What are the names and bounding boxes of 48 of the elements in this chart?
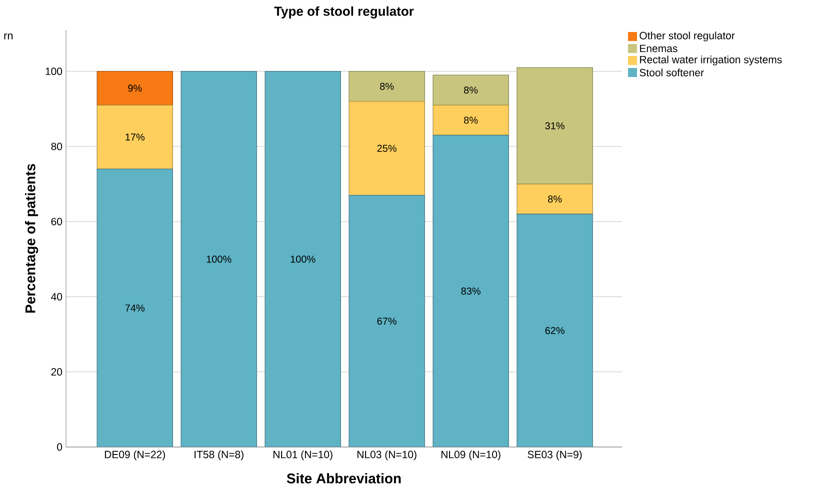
chart-title: Type of stool regulator: [274, 6, 414, 18]
bar: [96, 168, 173, 447]
x-tick-label: DE09 (N=22): [104, 450, 165, 460]
x-tick-label: SE03 (N=9): [528, 450, 582, 460]
legend-label: Stool softener: [640, 68, 704, 76]
y-axis-title: Percentage of patients: [25, 164, 38, 313]
y-tick-label: 20: [51, 368, 62, 376]
x-axis-title: Site Abbreviation: [286, 473, 401, 484]
bar: [432, 104, 509, 136]
legend-label: Enemas: [640, 44, 678, 52]
x-tick-label: NL09 (N=10): [441, 450, 500, 460]
legend-label: Rectal water irrigation systems: [640, 56, 782, 66]
data-label: 8%: [548, 196, 562, 203]
bar: [96, 104, 173, 170]
bar: [96, 71, 173, 106]
bar: [432, 134, 509, 447]
legend-label: Other stool regulator: [640, 32, 735, 42]
bar: [264, 71, 341, 447]
y-tick-label: 0: [57, 443, 62, 451]
data-label: 100%: [290, 256, 316, 263]
x-tick-label: IT58 (N=8): [194, 450, 244, 460]
y-tick-label: 40: [51, 293, 62, 300]
data-label: 74%: [125, 304, 145, 312]
x-tick-label: NL01 (N=10): [274, 450, 332, 460]
data-label: 8%: [380, 82, 394, 90]
bar: [180, 71, 257, 447]
data-label: 8%: [464, 116, 478, 124]
bar: [348, 194, 425, 447]
data-label: 8%: [464, 86, 478, 94]
data-label: 83%: [461, 288, 480, 295]
data-label: 17%: [126, 134, 145, 141]
bar: [516, 214, 593, 447]
bar: [516, 67, 593, 184]
bar: [348, 71, 425, 102]
data-label: 25%: [377, 144, 396, 152]
bar: [516, 184, 593, 214]
text: rn: [4, 34, 13, 40]
data-label: 100%: [206, 256, 232, 263]
y-tick-label: 100: [46, 68, 62, 76]
x-tick-label: NL03 (N=10): [357, 450, 416, 460]
data-label: 9%: [128, 84, 142, 92]
data-label: 62%: [545, 327, 564, 334]
data-label: 31%: [545, 122, 564, 130]
bar: [432, 74, 509, 106]
y-tick-label: 80: [51, 142, 62, 150]
bar: [348, 101, 425, 196]
y-tick-label: 60: [51, 218, 62, 226]
data-label: 67%: [377, 318, 396, 325]
